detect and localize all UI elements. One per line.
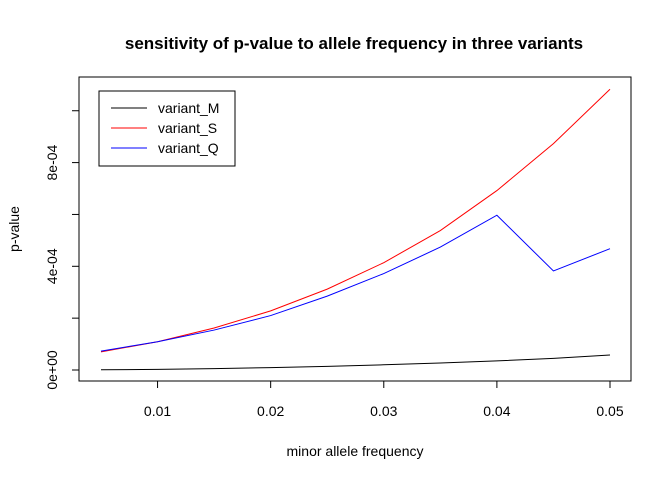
series-line-variant_S bbox=[100, 88, 611, 353]
x-tick-label: 0.04 bbox=[483, 403, 510, 419]
legend: variant_M variant_S variant_Q bbox=[98, 90, 236, 167]
y-axis: 0e+00 4e-04 8e-04 bbox=[44, 110, 80, 390]
legend-label-variant_M: variant_M bbox=[158, 100, 219, 116]
x-tick-label: 0.01 bbox=[144, 403, 171, 419]
series-line-variant_M bbox=[100, 354, 611, 371]
y-axis-label: p-value bbox=[6, 206, 22, 252]
y-tick-label: 0e+00 bbox=[44, 350, 60, 390]
x-axis: 0.01 0.02 0.03 0.04 0.05 bbox=[144, 380, 624, 419]
x-tick-label: 0.02 bbox=[257, 403, 284, 419]
chart-title: sensitivity of p-value to allele frequen… bbox=[125, 34, 583, 53]
legend-label-variant_S: variant_S bbox=[158, 120, 217, 136]
series-layer bbox=[100, 88, 611, 371]
x-tick-label: 0.05 bbox=[596, 403, 623, 419]
x-tick-label: 0.03 bbox=[370, 403, 397, 419]
x-axis-label: minor allele frequency bbox=[287, 443, 424, 459]
y-tick-label: 4e-04 bbox=[44, 248, 60, 284]
legend-label-variant_Q: variant_Q bbox=[158, 140, 219, 156]
y-tick-label: 8e-04 bbox=[44, 144, 60, 180]
series-line-variant_Q bbox=[100, 214, 611, 352]
